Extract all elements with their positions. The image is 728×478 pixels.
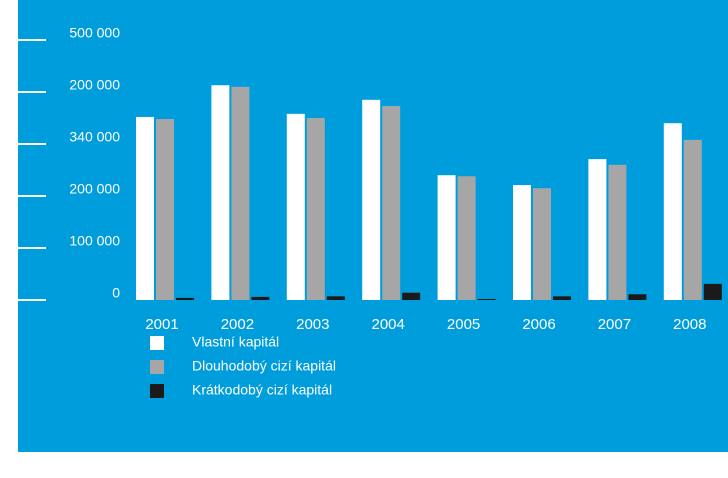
bar [703, 283, 722, 300]
bar [588, 159, 607, 300]
x-tick-label: 2007 [598, 316, 631, 333]
y-tick-label: 100 000 [69, 233, 120, 249]
legend-swatch [150, 336, 164, 350]
bar [608, 164, 627, 300]
bar [533, 188, 551, 300]
legend-swatch [150, 384, 164, 398]
bar [663, 123, 682, 300]
x-tick-label: 2003 [296, 316, 329, 333]
bar [683, 139, 702, 300]
bar [437, 175, 456, 300]
y-tick-label: 200 000 [69, 77, 120, 93]
bar [136, 116, 154, 301]
bar [457, 176, 476, 300]
bar [251, 296, 270, 300]
bar [156, 119, 174, 300]
bar [326, 296, 345, 300]
bar [477, 298, 496, 300]
bar [176, 297, 194, 300]
bar [402, 292, 421, 300]
bar [382, 106, 401, 300]
bar [628, 294, 647, 300]
legend-label: Krátkodobý cizí kapitál [192, 382, 332, 398]
bar [286, 113, 305, 300]
x-tick-label: 2008 [673, 316, 706, 333]
legend-label: Dlouhodobý cizí kapitál [192, 358, 336, 374]
legend-swatch [150, 360, 164, 374]
x-tick-label: 2001 [145, 316, 178, 333]
y-tick-label: 340 000 [69, 129, 120, 145]
bar [231, 86, 250, 300]
x-tick-label: 2006 [522, 316, 555, 333]
bar [553, 296, 571, 300]
y-tick-label: 500 000 [69, 25, 120, 41]
bar [362, 99, 381, 300]
legend-label: Vlastní kapitál [192, 334, 279, 350]
bar [211, 85, 230, 301]
y-tick-label: 0 [112, 285, 120, 301]
x-tick-label: 2004 [372, 316, 405, 333]
bar [306, 118, 325, 300]
x-tick-label: 2002 [221, 316, 254, 333]
y-tick-label: 200 000 [69, 181, 120, 197]
x-tick-label: 2005 [447, 316, 480, 333]
bar [513, 185, 531, 300]
